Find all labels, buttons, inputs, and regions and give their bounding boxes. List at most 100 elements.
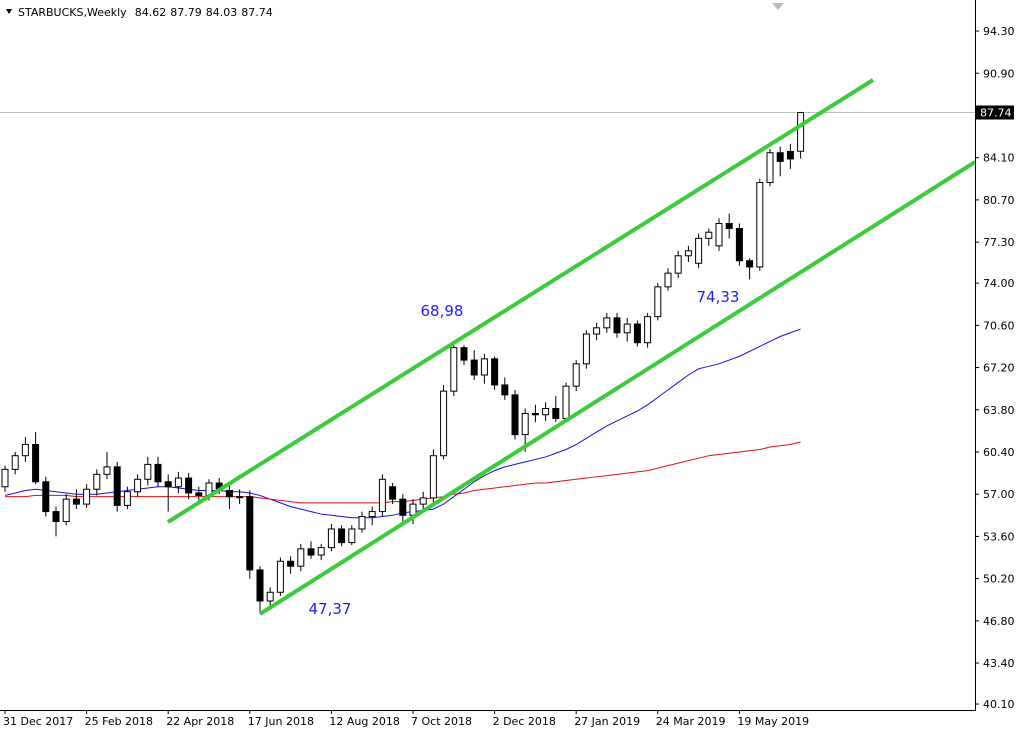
annotation: 74,33 bbox=[697, 288, 740, 306]
candle-body bbox=[593, 327, 601, 335]
candle-body bbox=[93, 473, 101, 490]
candle-body bbox=[715, 223, 723, 247]
menu-triangle bbox=[6, 9, 12, 14]
x-tick-label: 24 Mar 2019 bbox=[656, 715, 726, 728]
candle-body bbox=[603, 317, 611, 329]
y-tick-label: 80.70 bbox=[983, 194, 1015, 207]
candle bbox=[786, 144, 794, 169]
candle bbox=[266, 587, 274, 606]
candle-body bbox=[174, 477, 182, 488]
candle bbox=[460, 345, 468, 366]
candle-body bbox=[470, 359, 478, 376]
candle bbox=[715, 218, 723, 251]
candle bbox=[327, 523, 335, 552]
last-price-box bbox=[976, 105, 1014, 120]
x-tick-label: 25 Feb 2018 bbox=[85, 715, 153, 728]
candle-body bbox=[103, 466, 111, 475]
candle bbox=[113, 461, 121, 512]
low-value: 84.03 bbox=[206, 6, 238, 19]
candle-body bbox=[113, 466, 121, 506]
candle-body bbox=[246, 496, 254, 571]
candle bbox=[552, 396, 560, 423]
y-tick-label: 74.00 bbox=[983, 277, 1015, 290]
candle-body bbox=[746, 260, 754, 268]
candle-body bbox=[705, 231, 713, 239]
candle-body bbox=[83, 488, 91, 505]
candle-body bbox=[633, 323, 641, 344]
x-tick-label: 27 Jan 2019 bbox=[574, 715, 640, 728]
y-tick-label: 57.00 bbox=[983, 488, 1015, 501]
annotation: 47,37 bbox=[309, 600, 352, 618]
candle-body bbox=[776, 152, 784, 162]
candle bbox=[440, 384, 448, 460]
candle bbox=[623, 317, 631, 342]
candle-body bbox=[797, 111, 805, 152]
x-tick-label: 22 Apr 2018 bbox=[166, 715, 234, 728]
candle bbox=[531, 404, 539, 423]
candle-body bbox=[654, 286, 662, 318]
candle bbox=[297, 543, 305, 572]
upper-trend-line bbox=[166, 78, 875, 524]
candle bbox=[593, 322, 601, 341]
candle-body bbox=[562, 385, 570, 419]
candle-body bbox=[185, 477, 193, 494]
candle bbox=[174, 471, 182, 493]
candle-body bbox=[735, 227, 743, 262]
candle bbox=[348, 525, 356, 546]
candle bbox=[603, 312, 611, 333]
y-tick-label: 40.10 bbox=[983, 698, 1015, 711]
candle bbox=[756, 178, 764, 271]
candle bbox=[32, 432, 40, 485]
shift-marker bbox=[772, 3, 784, 10]
candle bbox=[399, 494, 407, 522]
candle bbox=[21, 437, 29, 462]
y-tick-label: 43.40 bbox=[983, 657, 1015, 670]
candle bbox=[236, 489, 244, 505]
candle-body bbox=[154, 463, 162, 483]
candle-body bbox=[572, 363, 580, 387]
candle-body bbox=[276, 560, 284, 593]
candle-body bbox=[725, 223, 733, 229]
high-value: 87.79 bbox=[170, 6, 202, 19]
candle-body bbox=[164, 481, 172, 488]
candle-body bbox=[307, 548, 315, 556]
candle-body bbox=[552, 408, 560, 419]
candle bbox=[644, 312, 652, 348]
candle-body bbox=[450, 347, 458, 392]
candle bbox=[72, 489, 80, 510]
candle bbox=[276, 557, 284, 597]
candle-body bbox=[266, 591, 274, 602]
candle-body bbox=[195, 492, 203, 496]
candle-body bbox=[429, 455, 437, 499]
candle-body bbox=[317, 547, 325, 556]
candle-body bbox=[684, 250, 692, 257]
y-tick-label: 90.90 bbox=[983, 67, 1015, 80]
candle bbox=[654, 283, 662, 321]
candle bbox=[725, 213, 733, 239]
x-tick-label: 17 Jun 2018 bbox=[248, 715, 314, 728]
candle-body bbox=[521, 412, 529, 436]
y-tick-label: 53.60 bbox=[983, 530, 1015, 543]
x-tick-label: 12 Aug 2018 bbox=[329, 715, 399, 728]
close-value: 87.74 bbox=[241, 6, 273, 19]
candle bbox=[450, 345, 458, 397]
candle-body bbox=[225, 489, 233, 498]
chart-title: STARBUCKS,Weekly bbox=[18, 6, 127, 19]
candle-body bbox=[287, 560, 295, 567]
candle-body bbox=[664, 272, 672, 288]
candle bbox=[797, 111, 805, 159]
candle bbox=[83, 484, 91, 508]
y-tick-label: 77.30 bbox=[983, 236, 1015, 249]
candle bbox=[62, 494, 70, 526]
candle bbox=[164, 474, 172, 512]
plot-area bbox=[0, 111, 975, 614]
y-tick-label: 60.40 bbox=[983, 446, 1015, 459]
candle-body bbox=[72, 498, 80, 505]
candle bbox=[664, 268, 672, 291]
candle-body bbox=[236, 496, 244, 499]
y-tick-label: 67.20 bbox=[983, 362, 1015, 375]
x-tick-label: 31 Dec 2017 bbox=[3, 715, 73, 728]
candle bbox=[134, 474, 142, 497]
candle bbox=[338, 525, 346, 547]
